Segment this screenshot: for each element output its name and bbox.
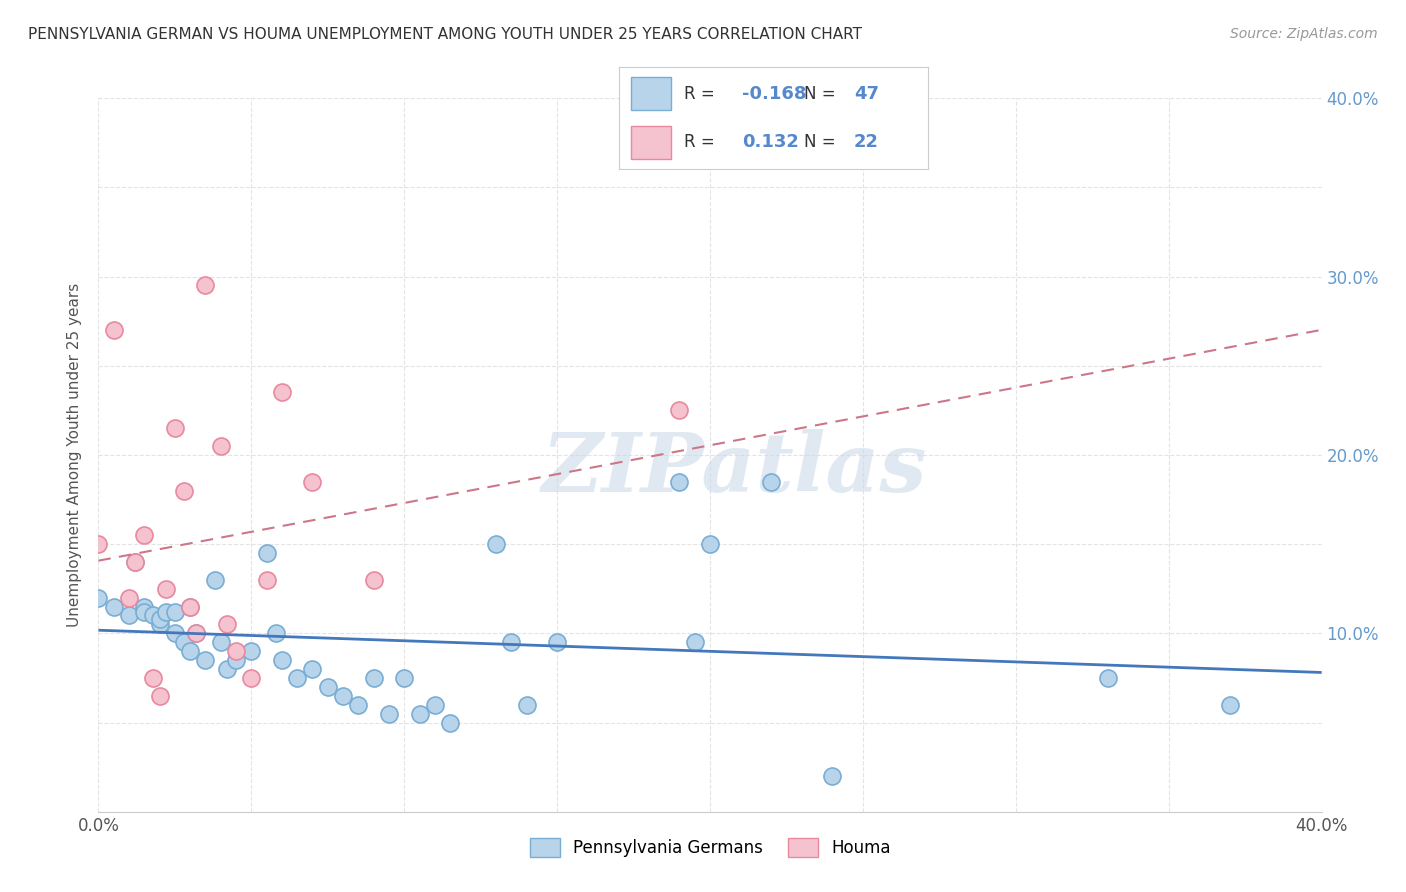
Point	[439, 715, 461, 730]
Point	[759, 475, 782, 489]
Point	[378, 706, 401, 721]
Point	[270, 385, 292, 400]
Point	[501, 635, 523, 649]
Point	[124, 555, 146, 569]
Point	[225, 644, 247, 658]
Point	[124, 555, 146, 569]
Text: N =: N =	[804, 133, 835, 151]
Point	[103, 599, 125, 614]
Point	[118, 608, 141, 623]
Point	[408, 706, 430, 721]
Point	[821, 769, 844, 783]
Point	[668, 475, 690, 489]
Point	[256, 573, 278, 587]
Point	[699, 537, 721, 551]
Point	[103, 323, 125, 337]
Point	[215, 617, 238, 632]
FancyBboxPatch shape	[631, 127, 671, 159]
Text: R =: R =	[683, 85, 714, 103]
Point	[347, 698, 370, 712]
Point	[134, 605, 156, 619]
Point	[240, 671, 263, 685]
Point	[142, 671, 165, 685]
Point	[163, 605, 186, 619]
Point	[392, 671, 416, 685]
Point	[1097, 671, 1119, 685]
Point	[316, 680, 339, 694]
Point	[173, 635, 195, 649]
Point	[270, 653, 292, 667]
Text: ZIPatlas: ZIPatlas	[541, 429, 927, 509]
Point	[683, 635, 706, 649]
Point	[186, 626, 208, 640]
Point	[149, 612, 172, 626]
Point	[225, 653, 247, 667]
Y-axis label: Unemployment Among Youth under 25 years: Unemployment Among Youth under 25 years	[67, 283, 83, 627]
Point	[87, 537, 110, 551]
Point	[186, 626, 208, 640]
Point	[516, 698, 538, 712]
Point	[179, 644, 201, 658]
Text: 47: 47	[853, 85, 879, 103]
Point	[173, 483, 195, 498]
Point	[301, 475, 323, 489]
Point	[301, 662, 323, 676]
Text: PENNSYLVANIA GERMAN VS HOUMA UNEMPLOYMENT AMONG YOUTH UNDER 25 YEARS CORRELATION: PENNSYLVANIA GERMAN VS HOUMA UNEMPLOYMEN…	[28, 27, 862, 42]
Point	[204, 573, 226, 587]
Point	[149, 617, 172, 632]
Point	[134, 599, 156, 614]
Text: N =: N =	[804, 85, 835, 103]
Text: Source: ZipAtlas.com: Source: ZipAtlas.com	[1230, 27, 1378, 41]
FancyBboxPatch shape	[631, 78, 671, 110]
Point	[423, 698, 446, 712]
Point	[485, 537, 508, 551]
Point	[155, 605, 177, 619]
Text: 22: 22	[853, 133, 879, 151]
Text: 0.132: 0.132	[742, 133, 799, 151]
Text: R =: R =	[683, 133, 714, 151]
Point	[363, 671, 385, 685]
Point	[194, 653, 217, 667]
Point	[256, 546, 278, 560]
Point	[209, 635, 232, 649]
Point	[134, 528, 156, 542]
Text: -0.168: -0.168	[742, 85, 807, 103]
Point	[179, 599, 201, 614]
Point	[285, 671, 308, 685]
Point	[142, 608, 165, 623]
Point	[546, 635, 568, 649]
Point	[194, 278, 217, 293]
Point	[215, 662, 238, 676]
Point	[332, 689, 354, 703]
Point	[179, 599, 201, 614]
Point	[668, 403, 690, 417]
Point	[163, 626, 186, 640]
Point	[264, 626, 287, 640]
Point	[209, 439, 232, 453]
Point	[149, 689, 172, 703]
Point	[87, 591, 110, 605]
Point	[163, 421, 186, 435]
Point	[363, 573, 385, 587]
Legend: Pennsylvania Germans, Houma: Pennsylvania Germans, Houma	[523, 831, 897, 864]
Point	[1219, 698, 1241, 712]
Point	[118, 591, 141, 605]
Point	[155, 582, 177, 596]
Point	[240, 644, 263, 658]
